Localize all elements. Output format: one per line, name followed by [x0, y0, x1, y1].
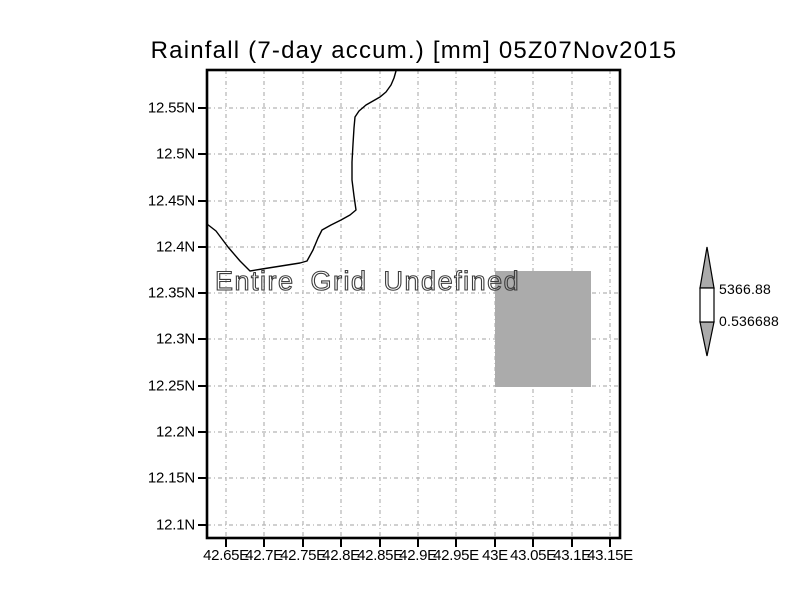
y-tick-label: 12.2N	[155, 423, 195, 441]
x-tick-label: 42.85E	[357, 547, 403, 564]
x-tick-label: 42.7E	[245, 547, 283, 564]
colorbar-max-label: 5366.88	[719, 281, 772, 297]
shaded-grid-cell	[495, 271, 591, 387]
x-tick-label: 43.15E	[587, 547, 633, 564]
x-tick-label: 43.1E	[553, 547, 591, 564]
x-tick-label: 42.65E	[203, 547, 249, 564]
y-tick-label: 12.15N	[147, 469, 195, 487]
colorbar-min-label: 0.536688	[719, 313, 779, 329]
status-message: Entire Grid Undefined	[215, 266, 520, 296]
colorbar-lower-arrow	[699, 321, 715, 357]
x-tick-label: 42.95E	[433, 547, 479, 564]
map-frame	[205, 68, 622, 540]
coastline	[206, 70, 397, 272]
y-tick-label: 12.25N	[147, 377, 195, 395]
x-tick-label: 43E	[482, 547, 508, 564]
axis-ticks	[198, 107, 611, 547]
x-tick-label: 42.9E	[399, 547, 437, 564]
x-tick-label: 42.8E	[322, 547, 360, 564]
x-tick-label: 42.75E	[280, 547, 326, 564]
y-tick-label: 12.4N	[155, 238, 195, 256]
x-tick-label: 43.05E	[510, 547, 556, 564]
colorbar-box	[699, 287, 715, 323]
colorbar-upper-arrow	[699, 246, 715, 289]
y-tick-label: 12.35N	[147, 284, 195, 302]
y-tick-label: 12.55N	[147, 99, 195, 117]
plot-title: Rainfall (7-day accum.) [mm] 05Z07Nov201…	[150, 37, 678, 64]
y-tick-label: 12.3N	[155, 330, 195, 348]
y-tick-label: 12.5N	[155, 145, 195, 163]
y-tick-label: 12.45N	[147, 192, 195, 210]
colorbar	[699, 246, 715, 357]
y-tick-label: 12.1N	[155, 516, 195, 534]
